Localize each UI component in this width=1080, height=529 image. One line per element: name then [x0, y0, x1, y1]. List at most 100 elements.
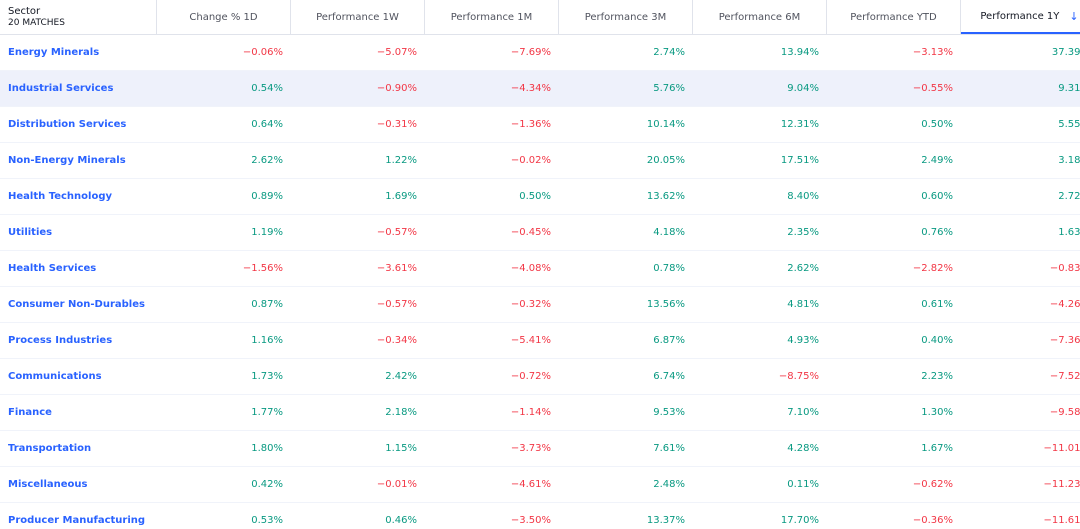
- table-cell: 1.69%: [385, 191, 417, 202]
- table-cell: −3.73%: [510, 443, 551, 454]
- table-cell: 9.31%: [1058, 83, 1080, 94]
- table-cell: 13.94%: [780, 47, 819, 58]
- table-cell: 1.77%: [251, 407, 283, 418]
- table-row[interactable]: Process Industries 1.16% −0.34% −5.41% 6.87%…: [0, 323, 1080, 359]
- column-header-performance-1y[interactable]: Performance 1Y ↓: [961, 0, 1080, 34]
- table-row[interactable]: Finance 1.77% 2.18% −1.14% 9.53% 7.10% 1.30% −9…: [0, 395, 1080, 431]
- table-body: Energy Minerals −0.06% −5.07% −7.69% 2.74% 13…: [0, 35, 1080, 529]
- sector-name-link[interactable]: Utilities: [8, 227, 53, 238]
- table-cell: 4.18%: [653, 227, 685, 238]
- table-cell: −0.57%: [376, 227, 417, 238]
- table-cell: 0.40%: [921, 335, 953, 346]
- sector-column-title: Sector: [8, 5, 41, 17]
- column-header-performance-1m[interactable]: Performance 1M: [425, 0, 559, 34]
- table-cell: −2.82%: [912, 263, 953, 274]
- sector-name-link[interactable]: Consumer Non-Durables: [8, 299, 145, 310]
- table-cell: 0.46%: [385, 515, 417, 526]
- sector-name-link[interactable]: Miscellaneous: [8, 479, 88, 490]
- sector-name-link[interactable]: Process Industries: [8, 335, 113, 346]
- table-cell: −5.41%: [510, 335, 551, 346]
- table-cell: 0.87%: [251, 299, 283, 310]
- arrow-down-icon: ↓: [1069, 9, 1079, 23]
- table-cell: −0.62%: [912, 479, 953, 490]
- table-cell: 0.54%: [251, 83, 283, 94]
- table-row[interactable]: Health Services −1.56% −3.61% −4.08% 0.78% 2.…: [0, 251, 1080, 287]
- table-row[interactable]: Miscellaneous 0.42% −0.01% −4.61% 2.48% 0.11%…: [0, 467, 1080, 503]
- table-cell: 10.14%: [646, 119, 685, 130]
- table-cell: −7.69%: [510, 47, 551, 58]
- column-header-performance-ytd[interactable]: Performance YTD: [827, 0, 961, 34]
- match-count: 20 MATCHES: [8, 17, 65, 28]
- table-row[interactable]: Industrial Services 0.54% −0.90% −4.34% 5.76…: [0, 71, 1080, 107]
- table-cell: −0.57%: [376, 299, 417, 310]
- table-row[interactable]: Producer Manufacturing 0.53% 0.46% −3.50% 13…: [0, 503, 1080, 529]
- table-cell: −0.32%: [510, 299, 551, 310]
- sector-name-link[interactable]: Communications: [8, 371, 102, 382]
- table-cell: 4.81%: [787, 299, 819, 310]
- table-cell: 2.62%: [251, 155, 283, 166]
- table-cell: −0.36%: [912, 515, 953, 526]
- sector-name-link[interactable]: Finance: [8, 407, 52, 418]
- table-cell: 1.22%: [385, 155, 417, 166]
- table-cell: 1.63%: [1058, 227, 1080, 238]
- table-cell: 1.30%: [921, 407, 953, 418]
- table-cell: −7.36%: [1049, 335, 1080, 346]
- table-cell: −0.31%: [376, 119, 417, 130]
- sector-name-link[interactable]: Energy Minerals: [8, 47, 100, 58]
- table-cell: 2.48%: [653, 479, 685, 490]
- table-cell: 1.73%: [251, 371, 283, 382]
- table-cell: −11.23%: [1043, 479, 1080, 490]
- sector-name-link[interactable]: Producer Manufacturing: [8, 515, 146, 526]
- table-cell: −11.01%: [1043, 443, 1080, 454]
- table-cell: 4.93%: [787, 335, 819, 346]
- sector-name-link[interactable]: Transportation: [8, 443, 92, 454]
- table-cell: 0.64%: [251, 119, 283, 130]
- table-cell: 0.53%: [251, 515, 283, 526]
- column-header-performance-3m[interactable]: Performance 3M: [559, 0, 693, 34]
- table-cell: 2.23%: [921, 371, 953, 382]
- table-cell: 4.28%: [787, 443, 819, 454]
- table-row[interactable]: Utilities 1.19% −0.57% −0.45% 4.18% 2.35% 0.76…: [0, 215, 1080, 251]
- table-row[interactable]: Communications 1.73% 2.42% −0.72% 6.74% −8.75…: [0, 359, 1080, 395]
- table-cell: −9.58%: [1049, 407, 1080, 418]
- table-row[interactable]: Non-Energy Minerals 2.62% 1.22% −0.02% 20.05…: [0, 143, 1080, 179]
- table-row[interactable]: Health Technology 0.89% 1.69% 0.50% 13.62% 8.…: [0, 179, 1080, 215]
- table-cell: −4.08%: [510, 263, 551, 274]
- table-cell: 1.67%: [921, 443, 953, 454]
- table-row[interactable]: Energy Minerals −0.06% −5.07% −7.69% 2.74% 13…: [0, 35, 1080, 71]
- table-cell: −4.61%: [510, 479, 551, 490]
- table-cell: −4.34%: [510, 83, 551, 94]
- table-cell: −0.34%: [376, 335, 417, 346]
- table-cell: −0.83%: [1049, 263, 1080, 274]
- table-cell: 20.05%: [646, 155, 685, 166]
- table-cell: −0.45%: [510, 227, 551, 238]
- table-header-row: Sector 20 MATCHES Change % 1D Performanc…: [0, 0, 1080, 35]
- column-header-performance-6m[interactable]: Performance 6M: [693, 0, 827, 34]
- table-row[interactable]: Transportation 1.80% 1.15% −3.73% 7.61% 4.28%…: [0, 431, 1080, 467]
- table-cell: 5.55%: [1058, 119, 1080, 130]
- table-cell: 7.10%: [787, 407, 819, 418]
- sector-name-link[interactable]: Industrial Services: [8, 83, 114, 94]
- table-cell: 17.70%: [780, 515, 819, 526]
- column-header-performance-1w[interactable]: Performance 1W: [291, 0, 425, 34]
- table-cell: 1.80%: [251, 443, 283, 454]
- table-cell: 7.61%: [653, 443, 685, 454]
- sector-name-link[interactable]: Health Services: [8, 263, 97, 274]
- table-cell: 2.49%: [921, 155, 953, 166]
- table-cell: 0.11%: [787, 479, 819, 490]
- table-cell: −0.72%: [510, 371, 551, 382]
- table-cell: 0.61%: [921, 299, 953, 310]
- sector-name-link[interactable]: Health Technology: [8, 191, 112, 202]
- column-header-change-1d[interactable]: Change % 1D: [157, 0, 291, 34]
- table-cell: 0.78%: [653, 263, 685, 274]
- table-cell: 0.50%: [921, 119, 953, 130]
- sector-name-link[interactable]: Non-Energy Minerals: [8, 155, 126, 166]
- table-cell: −5.07%: [376, 47, 417, 58]
- sector-column-header[interactable]: Sector 20 MATCHES: [0, 0, 157, 34]
- column-header-performance-1y-label: Performance 1Y: [980, 10, 1060, 22]
- table-row[interactable]: Distribution Services 0.64% −0.31% −1.36% 10…: [0, 107, 1080, 143]
- sector-name-link[interactable]: Distribution Services: [8, 119, 127, 130]
- table-row[interactable]: Consumer Non-Durables 0.87% −0.57% −0.32% 13…: [0, 287, 1080, 323]
- table-cell: 6.74%: [653, 371, 685, 382]
